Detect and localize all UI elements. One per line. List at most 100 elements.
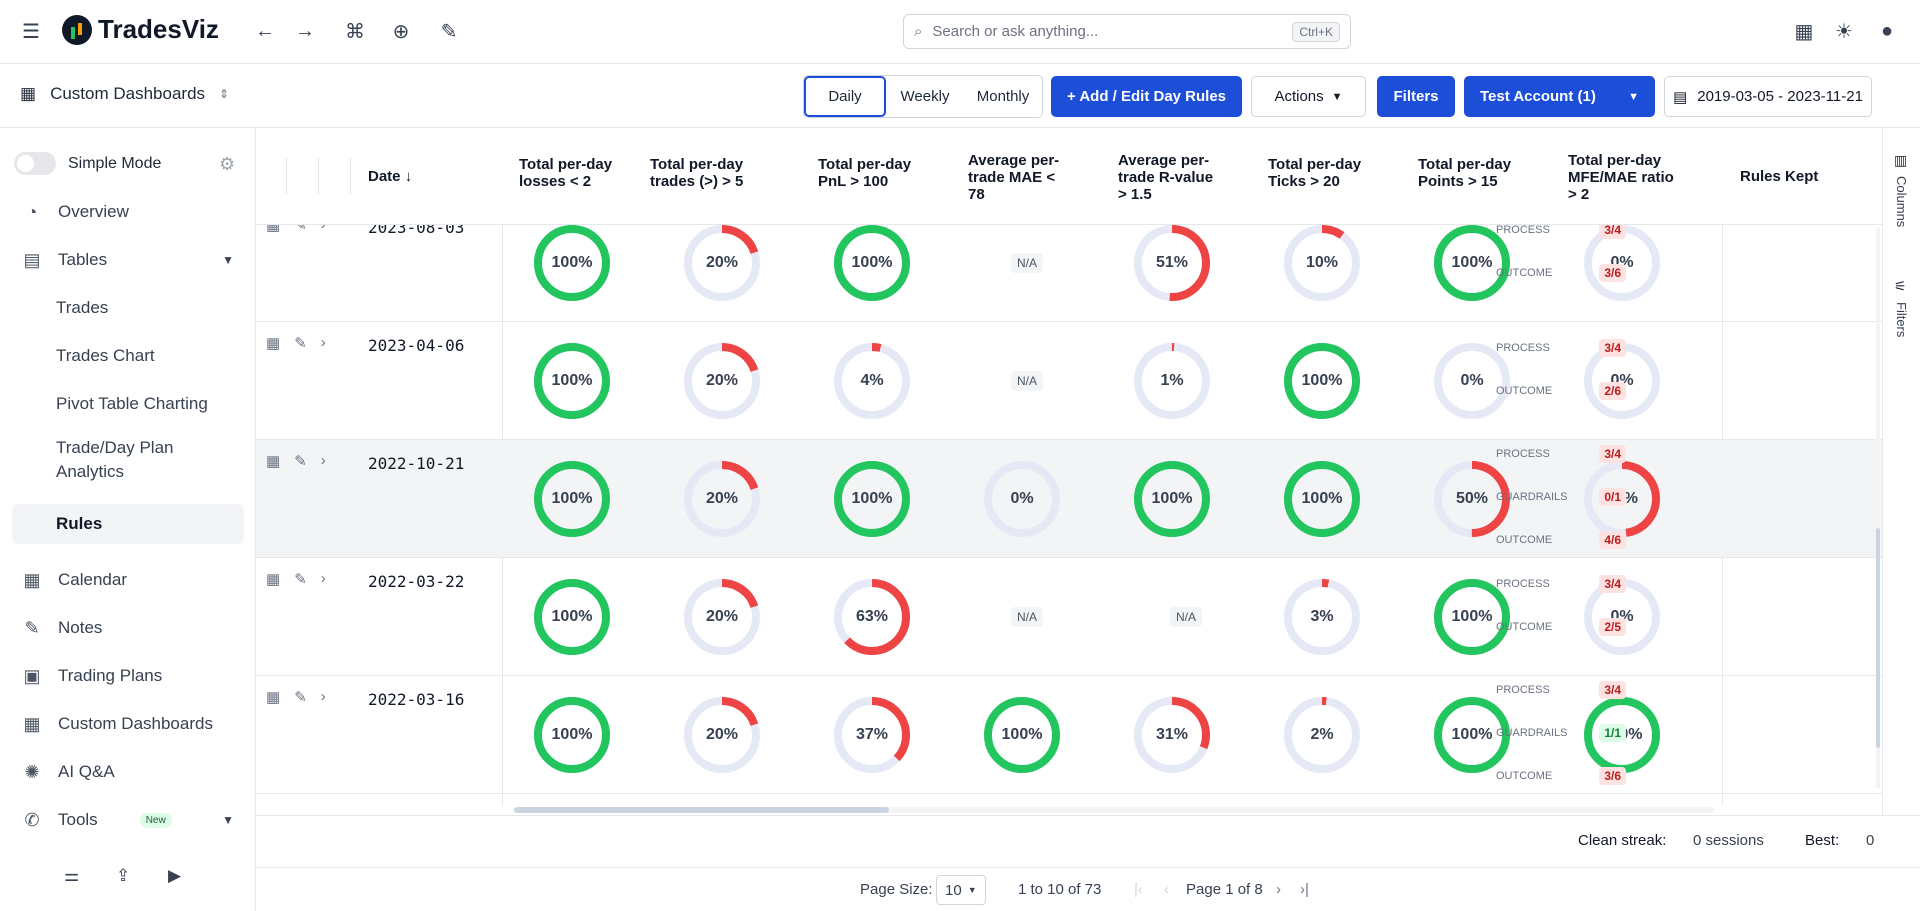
sliders-icon[interactable]: ⚌ xyxy=(64,866,80,885)
row-range: 1 to 10 of 73 xyxy=(1018,881,1102,898)
edit-icon[interactable]: ✎ xyxy=(294,571,307,588)
pencil-icon: ✎ xyxy=(24,617,40,638)
menu-icon[interactable]: ☰ xyxy=(22,20,40,43)
theme-sun-icon[interactable]: ☀ xyxy=(1835,20,1853,43)
calendar-icon[interactable]: ▦ xyxy=(266,571,281,588)
search-input[interactable]: ⌕ Search or ask anything... Ctrl+K xyxy=(903,14,1351,49)
donut-ring xyxy=(834,579,910,655)
calendar-icon[interactable]: ▦ xyxy=(266,225,281,234)
column-header-date[interactable]: Date ↓ xyxy=(368,168,413,185)
column-header-ticks[interactable]: Total per-day Ticks > 20 xyxy=(1268,156,1362,190)
first-page-icon[interactable]: |‹ xyxy=(1134,881,1143,898)
scrollbar-thumb[interactable] xyxy=(1876,528,1880,748)
tab-weekly[interactable]: Weekly xyxy=(900,88,950,105)
sidebar-item-custom-dashboards[interactable]: ▦ Custom Dashboards xyxy=(12,702,244,746)
forward-arrow-icon[interactable]: → xyxy=(295,19,315,42)
page-size-select[interactable]: 10 ▼ xyxy=(936,875,986,905)
scrollbar-thumb[interactable] xyxy=(514,807,889,813)
sidebar-item-calendar[interactable]: ▦ Calendar xyxy=(12,558,244,602)
columns-panel-toggle[interactable]: Columns xyxy=(1894,176,1909,228)
edit-icon[interactable]: ✎ xyxy=(294,453,307,470)
command-icon[interactable]: ⌘ xyxy=(345,20,365,43)
sidebar-item-ai-qa[interactable]: ✺ AI Q&A xyxy=(12,750,244,794)
tab-daily[interactable]: Daily xyxy=(804,76,886,117)
add-edit-rules-button[interactable]: + Add / Edit Day Rules xyxy=(1051,76,1242,117)
simple-mode-toggle[interactable] xyxy=(14,152,56,175)
wrench-icon: ✆ xyxy=(24,809,40,830)
row-actions: ▦ ✎ › xyxy=(266,570,326,588)
sidebar-item-overview[interactable]: ◔ Overview xyxy=(12,190,244,234)
table-row[interactable]: ▦✎›2023-08-03100%20%100%N/A51%10%100%0%P… xyxy=(256,225,1882,322)
vertical-scrollbar[interactable] xyxy=(1876,228,1880,788)
actions-button[interactable]: Actions ▼ xyxy=(1251,76,1366,117)
back-arrow-icon[interactable]: ← xyxy=(255,19,275,42)
youtube-icon[interactable]: ▶ xyxy=(168,866,182,885)
dashboard-grid-icon: ▦ xyxy=(20,84,37,103)
sidebar-item-tools[interactable]: ✆ Tools New ▼ xyxy=(12,798,244,842)
chevron-down-icon: ▼ xyxy=(1628,90,1639,103)
column-header-trades[interactable]: Total per-day trades (>) > 5 xyxy=(650,156,744,190)
app-logo[interactable]: TradesViz xyxy=(62,14,219,45)
table-row[interactable]: ▦ ✎ › 2022-03-22 100% 20% 63% N/A N/A 3% 100% 0% PRO… xyxy=(256,558,1882,676)
actions-label: Actions xyxy=(1274,88,1324,105)
next-page-icon[interactable]: › xyxy=(1276,881,1281,898)
tab-monthly[interactable]: Monthly xyxy=(976,88,1030,105)
table-row[interactable]: ▦ ✎ › 2023-04-06 100% 20% 4% N/A 1% 100% 0% 0% PROCE… xyxy=(256,322,1882,440)
user-avatar-icon[interactable]: ● xyxy=(1880,19,1894,42)
sidebar-item-pivot-table[interactable]: Pivot Table Charting xyxy=(56,394,208,413)
column-header-rvalue[interactable]: Average per-trade R-value > 1.5 xyxy=(1118,152,1214,203)
expand-chevron-icon[interactable]: › xyxy=(320,570,326,587)
columns-icon: ▥ xyxy=(1894,152,1908,168)
filters-button[interactable]: Filters xyxy=(1377,76,1455,117)
rules-kept-category: OUTCOME xyxy=(1496,385,1553,397)
upload-icon[interactable]: ⇪ xyxy=(116,866,131,885)
edit-icon[interactable]: ✎ xyxy=(294,335,307,352)
expand-chevron-icon[interactable]: › xyxy=(320,452,326,469)
date-range-picker[interactable]: ▤ 2019-03-05 - 2023-11-21 xyxy=(1664,76,1872,117)
table-row[interactable]: ▦✎›2022-10-21100%20%100%0%100%100%50%48%… xyxy=(256,440,1882,558)
side-panel-rail: ▥ Columns ⚟ Filters xyxy=(1882,128,1920,815)
filters-panel-toggle[interactable]: Filters xyxy=(1894,302,1909,338)
column-header-losses[interactable]: Total per-day losses < 2 xyxy=(519,156,613,190)
dashboard-selector[interactable]: ▦ Custom Dashboards ⇕ xyxy=(20,84,229,104)
sidebar-item-plan-analytics[interactable]: Trade/Day Plan Analytics xyxy=(56,438,174,481)
rules-kept-item: OUTCOME 4/6 xyxy=(1496,528,1626,552)
account-selector[interactable]: Test Account (1) ▼ xyxy=(1464,76,1655,117)
ai-chat-icon[interactable]: ✎ xyxy=(440,20,458,43)
apps-grid-icon[interactable]: ▦ xyxy=(1794,20,1814,43)
donut-ring xyxy=(1284,579,1360,655)
edit-icon[interactable]: ✎ xyxy=(294,225,307,234)
donut-percent: 100% xyxy=(551,726,593,743)
sidebar-item-trading-plans[interactable]: ▣ Trading Plans xyxy=(12,654,244,698)
column-header-mae[interactable]: Average per-trade MAE < 78 xyxy=(968,152,1060,203)
sidebar-item-tables[interactable]: ▤ Tables ▼ xyxy=(12,238,244,282)
sidebar-item-rules[interactable]: Rules xyxy=(12,504,244,544)
expand-chevron-icon[interactable]: › xyxy=(320,688,326,705)
column-header-rules-kept[interactable]: Rules Kept xyxy=(1740,168,1819,185)
calendar-icon: ▤ xyxy=(1673,88,1688,106)
sidebar-item-trades[interactable]: Trades xyxy=(56,298,109,317)
prev-page-icon[interactable]: ‹ xyxy=(1164,881,1169,898)
gear-icon[interactable]: ⚙ xyxy=(219,154,236,174)
add-circle-icon[interactable]: ⊕ xyxy=(392,20,410,43)
last-page-icon[interactable]: ›| xyxy=(1300,881,1309,898)
chevron-down-icon: ▼ xyxy=(1331,90,1343,103)
column-header-points[interactable]: Total per-day Points > 15 xyxy=(1418,156,1512,190)
sidebar-item-notes[interactable]: ✎ Notes xyxy=(12,606,244,650)
expand-chevron-icon[interactable]: › xyxy=(321,225,326,234)
calendar-icon[interactable]: ▦ xyxy=(266,335,281,352)
rule-donut: 100% xyxy=(533,225,611,302)
donut-ring xyxy=(834,697,910,773)
donut-ring xyxy=(834,225,910,301)
calendar-icon[interactable]: ▦ xyxy=(266,453,281,470)
horizontal-scrollbar[interactable] xyxy=(514,807,1714,813)
expand-chevron-icon[interactable]: › xyxy=(320,334,326,351)
clean-streak-value: 0 sessions xyxy=(1693,832,1764,849)
calendar-icon[interactable]: ▦ xyxy=(266,689,281,706)
na-badge: N/A xyxy=(1170,607,1203,627)
column-header-mfe-mae[interactable]: Total per-day MFE/MAE ratio > 2 xyxy=(1568,152,1674,203)
sidebar-item-trades-chart[interactable]: Trades Chart xyxy=(56,346,155,365)
edit-icon[interactable]: ✎ xyxy=(294,689,307,706)
table-row[interactable]: ▦✎›2022-03-16100%20%37%100%31%2%100%100%… xyxy=(256,676,1882,794)
column-header-pnl[interactable]: Total per-day PnL > 100 xyxy=(818,156,912,190)
